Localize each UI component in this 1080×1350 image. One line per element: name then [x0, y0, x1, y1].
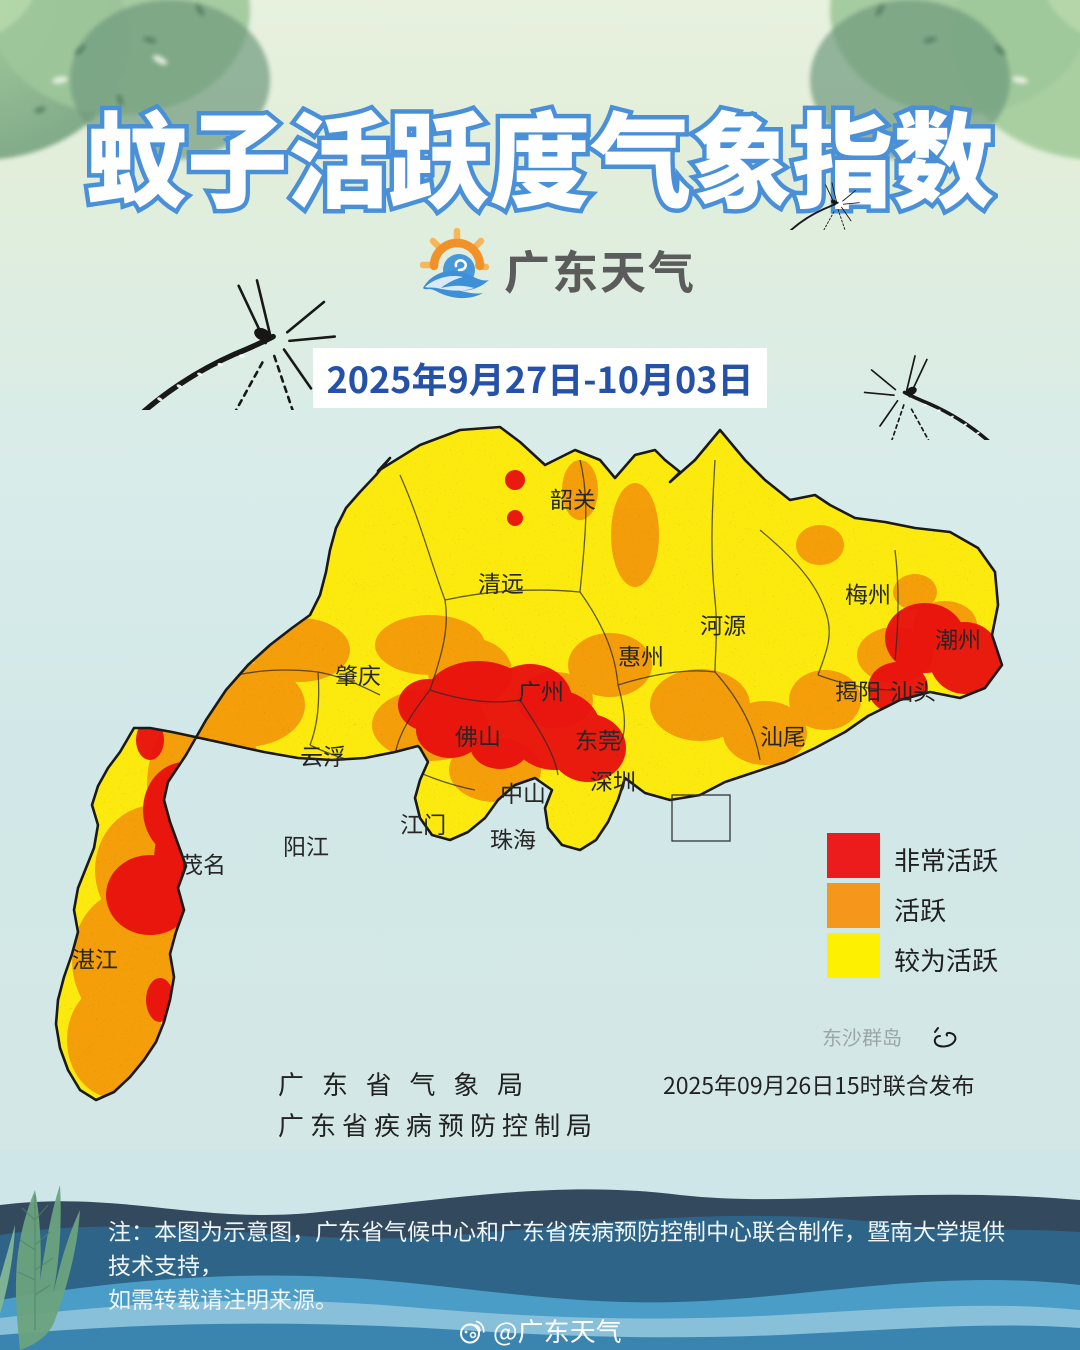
svg-text:汕尾: 汕尾: [760, 718, 806, 752]
svg-text:肇庆: 肇庆: [335, 657, 381, 691]
svg-text:云浮: 云浮: [300, 738, 346, 772]
svg-text:潮州: 潮州: [935, 621, 981, 655]
svg-text:河源: 河源: [700, 607, 746, 641]
svg-text:佛山: 佛山: [455, 718, 501, 752]
svg-text:中山: 中山: [500, 775, 546, 809]
svg-text:阳江: 阳江: [283, 828, 329, 862]
svg-text:珠海: 珠海: [490, 821, 536, 855]
svg-text:茂名: 茂名: [180, 846, 226, 880]
svg-text:广州: 广州: [518, 673, 564, 707]
svg-text:梅州: 梅州: [845, 576, 891, 610]
svg-text:揭阳: 揭阳: [835, 673, 881, 707]
svg-text:惠州: 惠州: [618, 638, 664, 672]
svg-text:东莞: 东莞: [575, 722, 621, 756]
svg-text:清远: 清远: [478, 565, 524, 599]
svg-text:韶关: 韶关: [550, 481, 596, 515]
svg-text:汕头: 汕头: [890, 673, 936, 707]
svg-text:江门: 江门: [400, 806, 446, 840]
svg-text:湛江: 湛江: [72, 941, 118, 975]
svg-text:深圳: 深圳: [590, 763, 636, 797]
